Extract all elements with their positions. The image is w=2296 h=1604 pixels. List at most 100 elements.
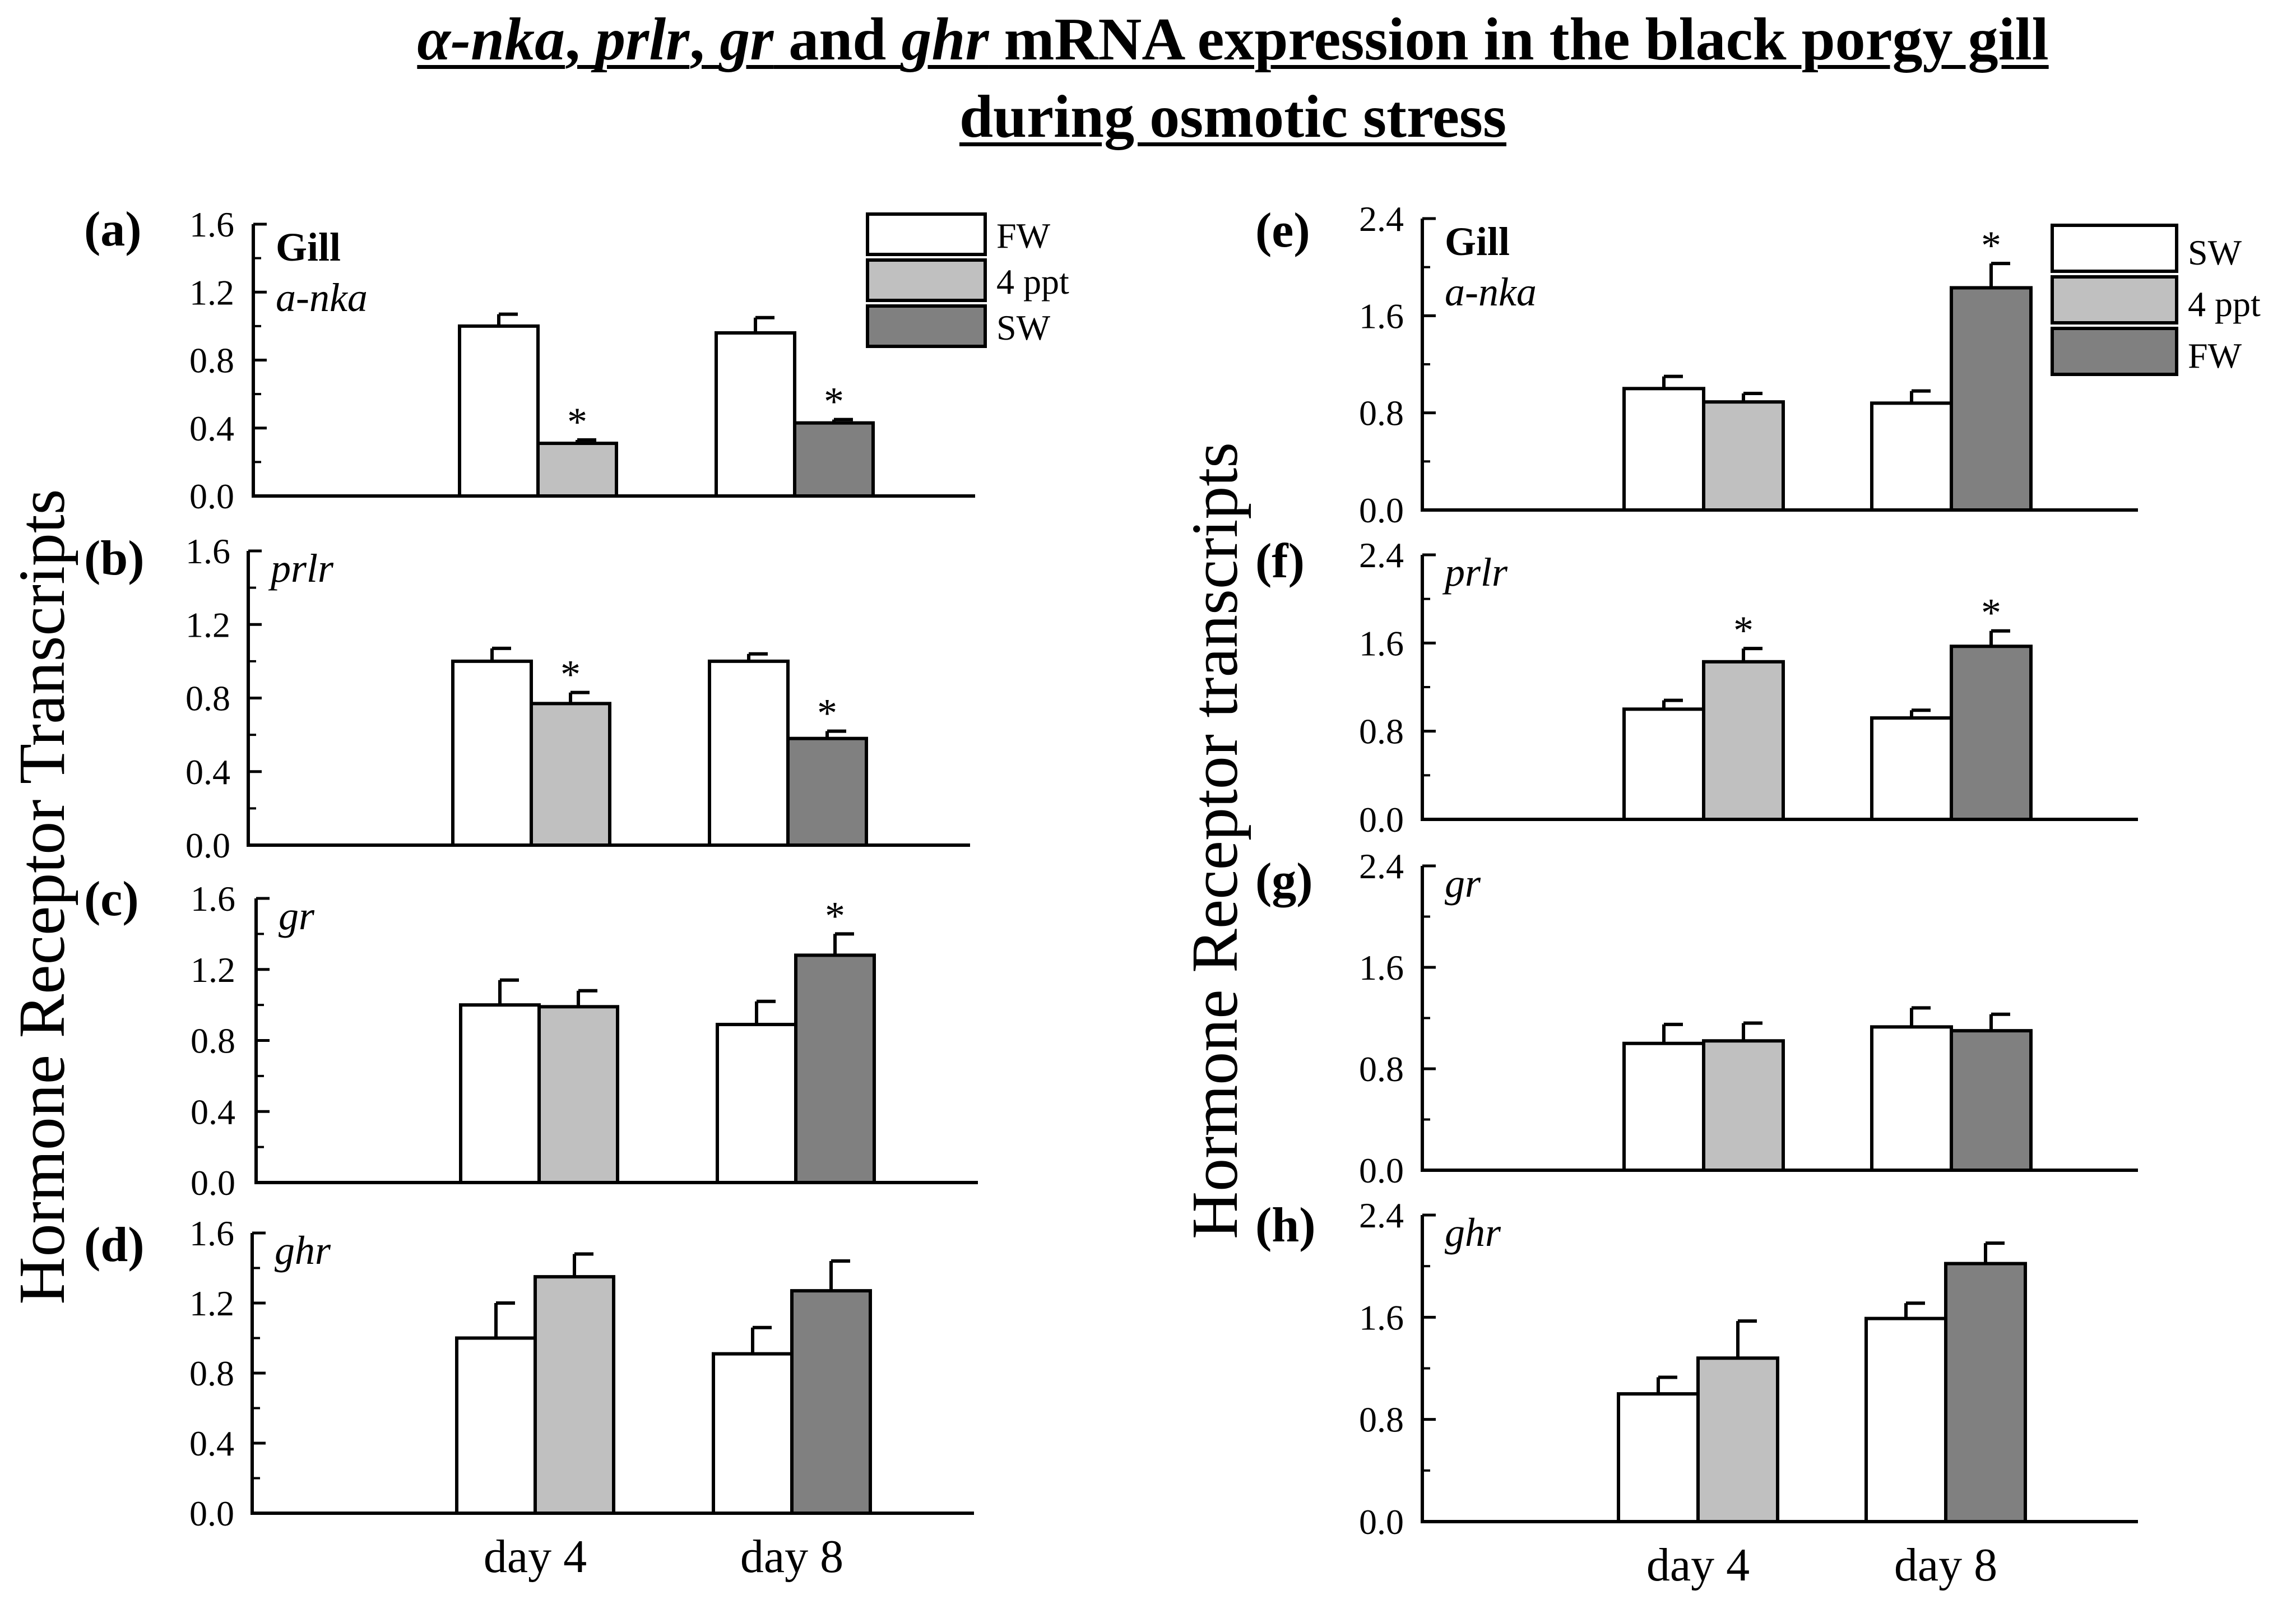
bar-4-ppt bbox=[1702, 660, 1785, 822]
significance-mark: * bbox=[1981, 591, 2001, 636]
title-text: α-nka bbox=[417, 6, 565, 73]
y-tick-label: 2.4 bbox=[1359, 846, 1404, 886]
title-text: gr bbox=[720, 6, 774, 73]
bar-sw bbox=[793, 421, 875, 498]
legend: SW 4 ppt FW bbox=[2051, 224, 2261, 376]
x-tick-label: day 4 bbox=[1646, 1539, 1750, 1591]
title-text: , bbox=[565, 6, 596, 73]
y-tick-label: 0.8 bbox=[185, 679, 230, 718]
gene-label: gr bbox=[279, 893, 315, 938]
bar-fw bbox=[1950, 286, 2033, 512]
legend-swatch-sw bbox=[866, 304, 987, 348]
panel-label: (b) bbox=[84, 531, 145, 586]
significance-mark: * bbox=[824, 379, 844, 424]
bar-sw bbox=[1870, 716, 1953, 821]
panel-label: (g) bbox=[1255, 854, 1313, 908]
bar-sw bbox=[1870, 1025, 1953, 1172]
gene-label: prlr bbox=[1442, 550, 1508, 595]
bar-sw bbox=[1617, 1392, 1700, 1523]
y-tick-label: 1.6 bbox=[1359, 948, 1404, 988]
title-text: , bbox=[689, 6, 720, 73]
y-tick-label: 1.2 bbox=[189, 272, 234, 312]
y-tick-label: 0.8 bbox=[1359, 1049, 1404, 1089]
legend-label: 4 ppt bbox=[2188, 284, 2261, 324]
y-tick-label: 0.8 bbox=[191, 1021, 235, 1061]
bar-fw bbox=[458, 324, 540, 498]
bar-fw bbox=[716, 1022, 797, 1184]
significance-mark: * bbox=[560, 652, 581, 697]
chart-panel-c: (c) gr 0.0 0.4 0.8 1.2 1.6 * bbox=[84, 872, 978, 1203]
y-tick-label: 1.2 bbox=[189, 1283, 234, 1323]
bar-sw bbox=[790, 1289, 872, 1515]
bar-fw bbox=[1944, 1262, 2027, 1524]
y-tick-label: 0.0 bbox=[1359, 490, 1404, 530]
y-tick-label: 2.4 bbox=[1359, 535, 1404, 575]
legend-swatch-4-ppt bbox=[2051, 275, 2178, 324]
title-text: ghr bbox=[901, 6, 989, 73]
bar-sw bbox=[786, 736, 868, 847]
y-tick-label: 0.4 bbox=[185, 752, 230, 792]
legend-swatch-sw bbox=[2051, 224, 2178, 273]
bar-sw bbox=[1622, 707, 1705, 822]
bar-fw bbox=[455, 1336, 537, 1515]
y-tick-label: 1.6 bbox=[189, 205, 234, 244]
y-tick-label: 0.8 bbox=[1359, 1400, 1404, 1440]
bar-fw bbox=[1950, 1029, 2033, 1172]
bar-4-ppt bbox=[530, 702, 611, 847]
bar-fw bbox=[708, 659, 790, 847]
bar-fw bbox=[715, 331, 796, 498]
significance-mark: * bbox=[567, 400, 587, 444]
legend-label: FW bbox=[996, 216, 1051, 256]
gene-label: ghr bbox=[275, 1228, 331, 1273]
significance-mark: * bbox=[817, 691, 837, 736]
tissue-label: Gill bbox=[1445, 219, 1510, 264]
y-tick-label: 1.6 bbox=[1359, 623, 1404, 663]
bar-sw bbox=[1864, 1316, 1947, 1524]
title-text: prlr bbox=[595, 6, 690, 73]
panel-label: (d) bbox=[84, 1218, 145, 1272]
panel-label: (c) bbox=[84, 872, 139, 926]
title-text: during osmotic stress bbox=[959, 84, 1506, 150]
chart-panel-g: (g) gr 0.0 0.8 1.6 2.4 bbox=[1255, 846, 2138, 1190]
chart-panel-a: (a) Gill a-nka 0.0 0.4 0.8 1.2 1.6 * * FW 4 ppt SW bbox=[84, 202, 1069, 516]
figure-title: α-nka, prlr, gr and ghr mRNA expression … bbox=[168, 1, 2296, 156]
bar-4-ppt bbox=[1702, 1039, 1785, 1172]
y-tick-label: 0.8 bbox=[189, 341, 234, 381]
y-tick-label: 0.4 bbox=[189, 409, 234, 448]
title-text: and bbox=[773, 6, 902, 73]
bar-sw bbox=[1622, 387, 1705, 512]
gene-label: prlr bbox=[268, 546, 334, 591]
legend-swatch-fw bbox=[2051, 327, 2178, 376]
y-tick-label: 0.0 bbox=[1359, 1502, 1404, 1542]
bar-fw bbox=[451, 659, 533, 847]
y-tick-label: 1.6 bbox=[1359, 1297, 1404, 1337]
y-tick-label: 0.0 bbox=[189, 1494, 234, 1533]
bar-4-ppt bbox=[534, 1275, 615, 1515]
x-tick-label: day 8 bbox=[740, 1531, 843, 1583]
y-tick-label: 0.4 bbox=[189, 1424, 234, 1463]
gene-label: a-nka bbox=[1445, 270, 1537, 314]
tissue-label: Gill bbox=[276, 225, 341, 270]
legend: FW 4 ppt SW bbox=[866, 212, 1069, 348]
legend-swatch-4-ppt bbox=[866, 258, 987, 302]
chart-panel-d: (d) ghr 0.0 0.4 0.8 1.2 1.6 day 4 day 8 bbox=[84, 1213, 974, 1583]
bar-sw bbox=[1622, 1041, 1705, 1172]
title-text: mRNA expression in the black porgy gill bbox=[989, 6, 2049, 73]
y-tick-label: 2.4 bbox=[1359, 1195, 1404, 1235]
bar-4-ppt bbox=[1696, 1356, 1779, 1523]
significance-mark: * bbox=[1733, 608, 1754, 653]
y-tick-label: 0.0 bbox=[189, 476, 234, 516]
panel-label: (e) bbox=[1255, 203, 1310, 258]
panel-label: (h) bbox=[1255, 1198, 1316, 1253]
y-tick-label: 0.0 bbox=[1359, 800, 1404, 840]
significance-mark: * bbox=[1981, 223, 2001, 268]
y-tick-label: 0.0 bbox=[1359, 1151, 1404, 1190]
x-tick-label: day 8 bbox=[1894, 1539, 1997, 1591]
legend-swatch-fw bbox=[866, 212, 987, 256]
y-tick-label: 1.6 bbox=[185, 531, 230, 571]
y-tick-label: 0.8 bbox=[1359, 712, 1404, 752]
bar-fw bbox=[712, 1352, 794, 1515]
figure-title-line-1: α-nka, prlr, gr and ghr mRNA expression … bbox=[417, 1, 2048, 78]
bar-fw bbox=[1950, 645, 2033, 821]
